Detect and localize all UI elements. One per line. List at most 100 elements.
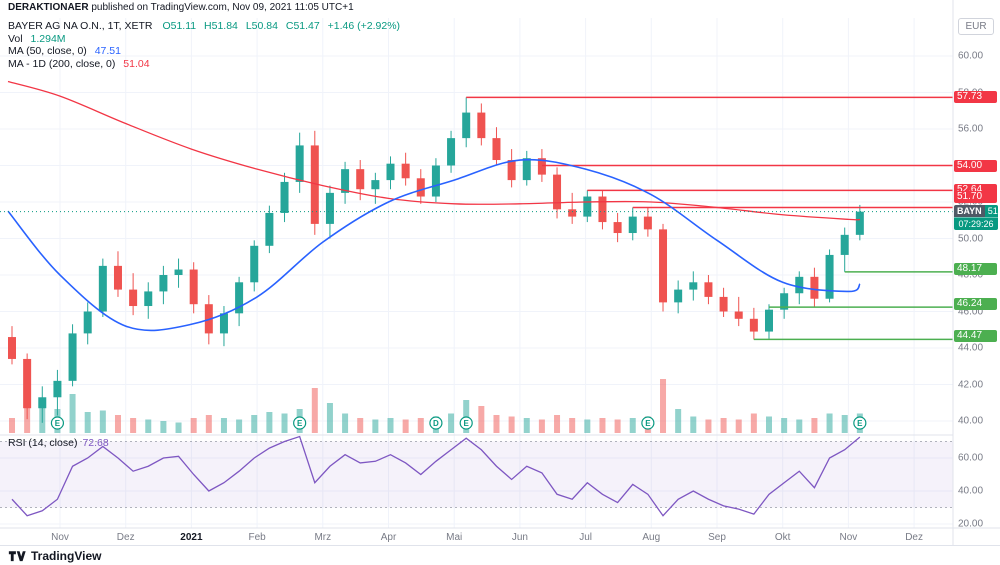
axis-tick: 48.00 bbox=[958, 269, 984, 281]
resistance-price-badge: 51.70 bbox=[954, 190, 997, 203]
event-marker[interactable]: E bbox=[50, 416, 65, 430]
resistance-price-badge: 57.73 bbox=[954, 91, 997, 104]
axis-tick: 60.00 bbox=[958, 452, 984, 464]
volume-bar bbox=[160, 421, 167, 433]
candle-body bbox=[553, 174, 562, 210]
axis-tick: 46.00 bbox=[958, 306, 984, 317]
time-axis-label: 2021 bbox=[180, 532, 203, 543]
volume-bar bbox=[326, 403, 333, 433]
ma50-legend-row[interactable]: MA (50, close, 0) 47.51 bbox=[8, 45, 405, 58]
earnings-icon bbox=[293, 416, 307, 430]
currency-button[interactable]: EUR bbox=[958, 18, 994, 35]
volume-bar bbox=[614, 419, 621, 433]
event-marker[interactable]: E bbox=[641, 416, 655, 430]
candle-body bbox=[431, 165, 440, 197]
candle-body bbox=[295, 145, 304, 182]
open-value: O51.11 bbox=[162, 20, 197, 32]
earnings-icon bbox=[50, 416, 65, 430]
axis-tick: 40.00 bbox=[958, 415, 984, 427]
event-marker-letter: E bbox=[857, 419, 863, 428]
price-axis[interactable]: EUR BAYN 51.47 07:29:26 60.0058.0056.005… bbox=[953, 0, 1000, 546]
event-marker[interactable]: D bbox=[429, 416, 443, 430]
publish-info: published on TradingView.com, Nov 09, 20… bbox=[88, 2, 354, 13]
volume-bar bbox=[599, 418, 606, 433]
candle-body bbox=[704, 282, 713, 297]
event-marker-letter: E bbox=[464, 419, 470, 428]
candle-body bbox=[325, 192, 334, 224]
volume-bar bbox=[342, 413, 349, 433]
candle-body bbox=[53, 380, 62, 398]
tradingview-logo-icon[interactable] bbox=[8, 549, 26, 562]
volume-legend-row[interactable]: Vol 1.294M bbox=[8, 33, 405, 46]
event-marker-letter: E bbox=[297, 419, 303, 428]
volume-bar bbox=[311, 388, 318, 433]
time-axis-label: Feb bbox=[248, 532, 266, 543]
volume-bar bbox=[387, 418, 394, 433]
candle-body bbox=[628, 216, 637, 234]
candle-body bbox=[310, 145, 319, 224]
event-marker[interactable]: E bbox=[293, 416, 307, 430]
ma200-legend-row[interactable]: MA - 1D (200, close, 0) 51.04 bbox=[8, 58, 405, 71]
volume-bar bbox=[205, 415, 212, 433]
countdown-timer: 07:29:26 bbox=[954, 216, 998, 230]
volume-bar bbox=[357, 418, 364, 433]
volume-bar bbox=[84, 412, 91, 433]
time-axis-label: Sep bbox=[708, 532, 726, 543]
event-marker[interactable]: E bbox=[459, 416, 473, 430]
brand-name[interactable]: TradingView bbox=[31, 548, 102, 563]
volume-bar bbox=[675, 409, 682, 433]
volume-bar bbox=[538, 419, 545, 433]
volume-bar bbox=[372, 419, 379, 433]
candle-body bbox=[749, 318, 758, 332]
volume-bar bbox=[690, 416, 697, 433]
volume-bar bbox=[448, 413, 455, 433]
candle-body bbox=[780, 293, 789, 310]
volume-bar bbox=[402, 419, 409, 433]
candle-body bbox=[98, 265, 107, 312]
rsi-legend[interactable]: RSI (14, close) 72.68 bbox=[8, 437, 109, 449]
ma50-label: MA (50, close, 0) bbox=[8, 45, 87, 57]
earnings-icon bbox=[641, 416, 655, 430]
candle-body bbox=[219, 313, 228, 334]
candle-body bbox=[462, 112, 471, 139]
candle-body bbox=[810, 276, 819, 299]
candle-body bbox=[734, 311, 743, 319]
event-marker[interactable]: E bbox=[853, 416, 867, 430]
candle-body bbox=[583, 196, 592, 217]
volume-bar bbox=[220, 418, 227, 433]
event-marker-letter: D bbox=[433, 419, 439, 428]
volume-bar bbox=[69, 394, 76, 433]
candle-body bbox=[659, 229, 668, 303]
candle-body bbox=[174, 269, 183, 275]
volume-bar bbox=[826, 413, 833, 433]
volume-bar bbox=[660, 379, 667, 433]
publisher-name: DERAKTIONAER bbox=[8, 2, 89, 13]
candle-body bbox=[840, 234, 849, 255]
time-axis-label: Mai bbox=[446, 532, 462, 543]
time-axis-label: Jun bbox=[512, 532, 528, 543]
symbol-title: BAYER AG NA O.N., 1T, XETR bbox=[8, 20, 153, 32]
chart-canvas[interactable]: E E D E E E Nov Dez 2021 Feb Mrz Apr Mai Jun Jul Aug Sep… bbox=[0, 0, 1000, 546]
chart-legend: BAYER AG NA O.N., 1T, XETR O51.11 H51.84… bbox=[8, 20, 405, 70]
symbol-legend-row[interactable]: BAYER AG NA O.N., 1T, XETR O51.11 H51.84… bbox=[8, 20, 405, 33]
volume-bar bbox=[569, 418, 576, 433]
volume-bar bbox=[766, 416, 772, 433]
event-marker-letter: E bbox=[55, 419, 61, 428]
candle-body bbox=[674, 289, 683, 303]
axis-tick: 42.00 bbox=[958, 379, 984, 390]
rsi-band bbox=[0, 441, 953, 508]
candle-body bbox=[492, 138, 501, 161]
volume-bar bbox=[99, 410, 106, 433]
price-pane bbox=[8, 97, 864, 423]
candle-body bbox=[447, 138, 456, 166]
ma200-label: MA - 1D (200, close, 0) bbox=[8, 57, 116, 70]
last-price-value: 51.47 bbox=[984, 204, 998, 217]
candle-body bbox=[250, 245, 259, 283]
time-axis-label: Okt bbox=[775, 532, 791, 543]
earnings-icon bbox=[853, 416, 867, 430]
volume-bar bbox=[281, 413, 288, 433]
volume-bar bbox=[9, 418, 15, 433]
candle-body bbox=[719, 296, 728, 312]
candle-body bbox=[356, 169, 365, 190]
